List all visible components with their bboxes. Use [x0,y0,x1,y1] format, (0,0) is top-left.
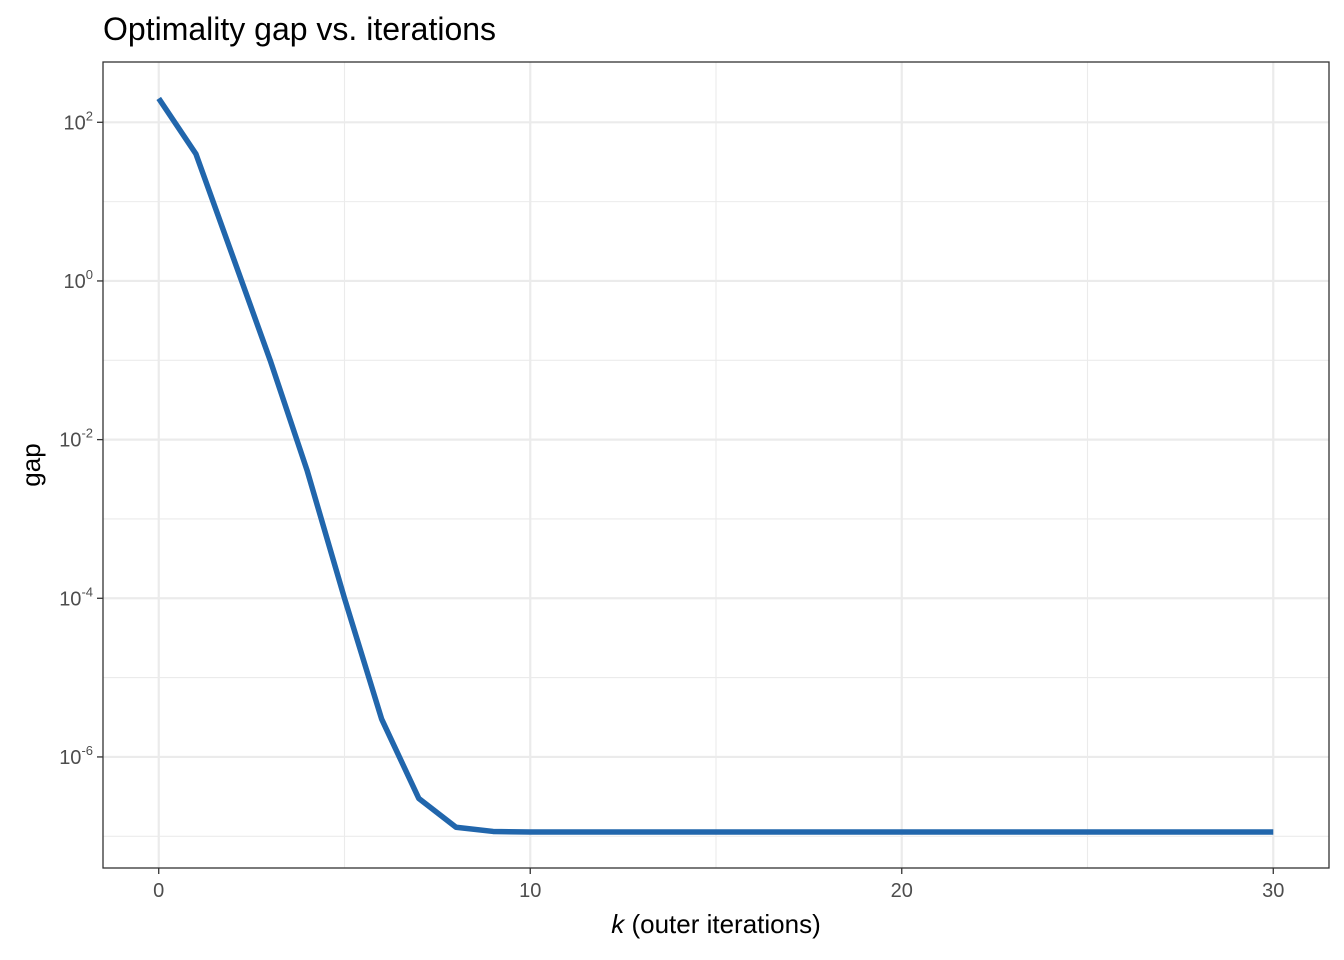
x-axis-label-variable: k [611,909,626,939]
x-axis: 0 10 20 30 [153,868,1284,902]
x-tick-label: 10 [519,880,541,902]
y-tick-label: 10-2 [59,426,93,452]
x-axis-label: k (outer iterations) [611,909,821,939]
x-tick-label: 30 [1262,880,1284,902]
panel-border [102,61,1330,869]
series-line [156,96,1274,835]
chart-title: Optimality gap vs. iterations [103,11,496,47]
x-axis-label-text: (outer iterations) [624,909,821,939]
series-layer [156,96,1274,835]
x-tick-label: 0 [153,880,164,902]
major-gridlines [103,62,1329,868]
y-tick-label: 102 [64,108,93,134]
x-tick-label: 20 [891,880,913,902]
y-tick-label: 100 [64,267,93,293]
minor-gridlines [103,62,1329,868]
y-tick-label: 10-6 [59,743,93,769]
y-axis-label: gap [16,443,46,486]
y-tick-label: 10-4 [59,584,93,610]
y-axis: 102 100 10-2 10-4 10-6 [59,108,103,769]
